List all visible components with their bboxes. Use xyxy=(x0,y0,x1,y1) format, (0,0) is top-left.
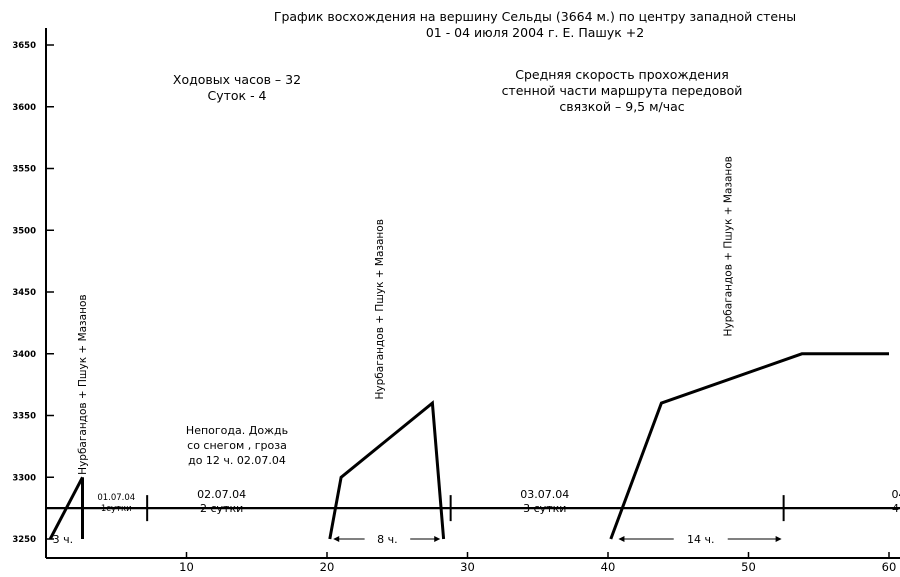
y-tick-label: 3450 xyxy=(12,288,36,298)
chart-title: График восхождения на вершину Сельды (36… xyxy=(274,9,796,40)
x-tick-label: 30 xyxy=(460,560,475,574)
y-tick-label: 3350 xyxy=(12,412,36,422)
y-tick-label: 3500 xyxy=(12,226,36,236)
duration-arrow xyxy=(775,536,782,542)
hours-note: Ходовых часов – 32 xyxy=(173,72,301,87)
team-label: Нурбагандов + Пшук + Мазанов xyxy=(77,294,89,474)
duration-label: 3 ч. xyxy=(53,533,74,546)
day-count-label: 2 сутки xyxy=(200,502,243,515)
series-line xyxy=(328,400,446,540)
chart-title-line-1: График восхождения на вершину Сельды (36… xyxy=(274,9,796,24)
x-tick-label: 40 xyxy=(601,560,616,574)
duration-arrow xyxy=(333,536,340,542)
x-tick-label: 10 xyxy=(179,560,194,574)
y-tick-label: 3400 xyxy=(12,350,36,360)
day-date-label: 01.07.04 xyxy=(97,493,135,503)
team-label: Нурбагандов + Пшук + Мазанов xyxy=(723,156,735,336)
y-tick-label: 3650 xyxy=(12,41,36,51)
duration-arrow xyxy=(434,536,441,542)
chart-title-line-2: 01 - 04 июля 2004 г. Е. Пашук +2 xyxy=(426,25,644,40)
y-tick-label: 3300 xyxy=(12,473,36,483)
day-count-label: 4 с xyxy=(892,502,900,515)
days-note: Суток - 4 xyxy=(207,88,266,103)
day-date-label: 04. xyxy=(891,488,900,501)
speed-note-line-1: Средняя скорость прохождения xyxy=(515,67,729,82)
durations: 3 ч. 8 ч. 14 ч. xyxy=(53,533,782,546)
weather-note-line-1: Непогода. Дождь xyxy=(186,424,288,437)
x-tick-label: 50 xyxy=(741,560,756,574)
duration-label: 14 ч. xyxy=(687,533,715,546)
notes: Ходовых часов – 32 Суток - 4 Средняя ско… xyxy=(173,67,743,467)
day-baseline xyxy=(46,495,900,522)
day-date-label: 03.07.04 xyxy=(520,488,569,501)
y-tick-label: 3550 xyxy=(12,165,36,175)
x-tick-label: 20 xyxy=(320,560,335,574)
day-date-label: 02.07.04 xyxy=(197,488,246,501)
duration-arrow xyxy=(618,536,625,542)
weather-note-line-2: со снегом , гроза xyxy=(187,439,287,452)
series-line xyxy=(48,476,84,540)
speed-note-line-2: стенной части маршрута передовой xyxy=(502,83,743,98)
series xyxy=(48,352,889,540)
team-labels: Нурбагандов + Пшук + Мазанов Нурбагандов … xyxy=(77,156,735,475)
duration-label: 8 ч. xyxy=(377,533,398,546)
series-line xyxy=(609,352,889,540)
y-tick-label: 3250 xyxy=(12,535,36,545)
team-label: Нурбагандов + Пшук + Мазанов xyxy=(374,219,386,399)
x-tick-label: 60 xyxy=(882,560,897,574)
speed-note-line-3: связкой – 9,5 м/час xyxy=(559,99,684,114)
day-count-label: 1сутки xyxy=(101,504,132,514)
y-tick-label: 3600 xyxy=(12,103,36,113)
day-count-label: 3 сутки xyxy=(523,502,566,515)
axes: 3250 3300 3350 3400 3450 3500 3550 3600 3650 10 20… xyxy=(12,28,900,574)
weather-note-line-3: до 12 ч. 02.07.04 xyxy=(188,454,286,467)
